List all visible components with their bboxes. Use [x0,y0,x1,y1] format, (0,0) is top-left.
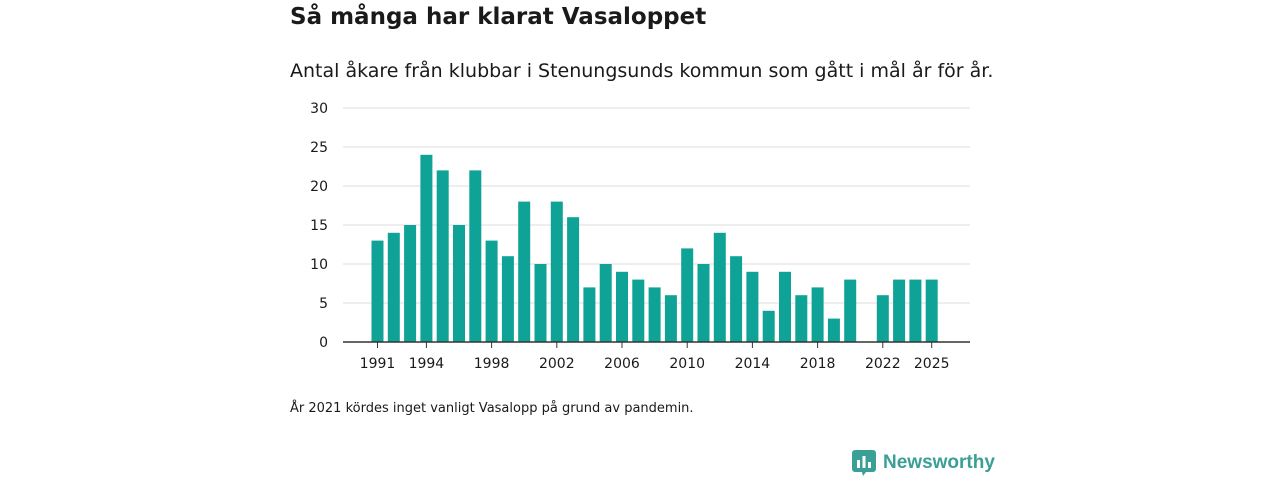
y-axis-ticks: 0 5 10 15 20 25 30 [310,101,328,351]
x-tick-label: 2006 [604,356,640,372]
bar-2006 [616,271,628,342]
bar-2013 [730,256,743,342]
bar-2007 [632,279,645,342]
y-tick-label: 0 [319,335,328,351]
bar-2009 [664,295,677,342]
bar-2020 [844,279,857,342]
bar-1992 [387,232,400,342]
bar-2010 [681,248,694,342]
bar-1991 [371,240,384,342]
newsworthy-logo-icon [852,450,876,476]
y-tick-label: 15 [310,218,328,234]
bars [371,154,938,342]
bar-1995 [436,170,449,342]
bar-1997 [469,170,482,342]
x-tick-label: 2002 [539,356,575,372]
x-axis-ticks: 1991 1994 1998 2002 2006 2010 2014 2018 2022 2025 [360,342,950,372]
bar-2019 [827,318,840,342]
chart-subtitle: Antal åkare från klubbar i Stenungsunds … [290,60,994,82]
y-tick-label: 20 [310,179,328,195]
bar-1996 [453,225,465,342]
bar-2023 [893,279,906,342]
bar-2012 [713,232,726,342]
chart-title: Så många har klarat Vasaloppet [290,4,707,30]
bar-2000 [518,201,531,342]
x-tick-label: 2025 [914,356,950,372]
bar-1999 [501,256,514,342]
x-tick-label: 2022 [865,356,901,372]
bar-2008 [648,287,661,342]
bar-2016 [779,271,791,342]
bar-2004 [583,287,596,342]
bar-2005 [599,264,612,342]
x-tick-label: 2018 [800,356,836,372]
brand-logo[interactable]: Newsworthy [852,450,995,476]
x-tick-label: 1991 [360,356,396,372]
bar-2002 [550,201,563,342]
bar-2025 [925,279,938,342]
brand-name: Newsworthy [883,452,995,473]
bar-1994 [420,154,433,342]
bar-2003 [567,217,580,342]
bar-1998 [485,240,498,342]
bar-2017 [795,295,808,342]
bar-2015 [762,310,775,342]
x-tick-label: 1998 [474,356,510,372]
bar-1993 [404,225,417,342]
bar-2022 [876,295,889,342]
bar-2018 [811,287,824,342]
bar-2001 [534,264,547,342]
footnote: År 2021 kördes inget vanligt Vasalopp på… [290,401,694,416]
x-tick-label: 2014 [735,356,771,372]
y-tick-label: 30 [310,101,328,117]
x-tick-label: 1994 [409,356,445,372]
y-tick-label: 25 [310,140,328,156]
bar-2014 [746,271,759,342]
y-tick-label: 5 [319,296,328,312]
bar-2011 [697,264,710,342]
bar-2024 [909,279,922,342]
y-tick-label: 10 [310,257,328,273]
x-tick-label: 2010 [669,356,705,372]
